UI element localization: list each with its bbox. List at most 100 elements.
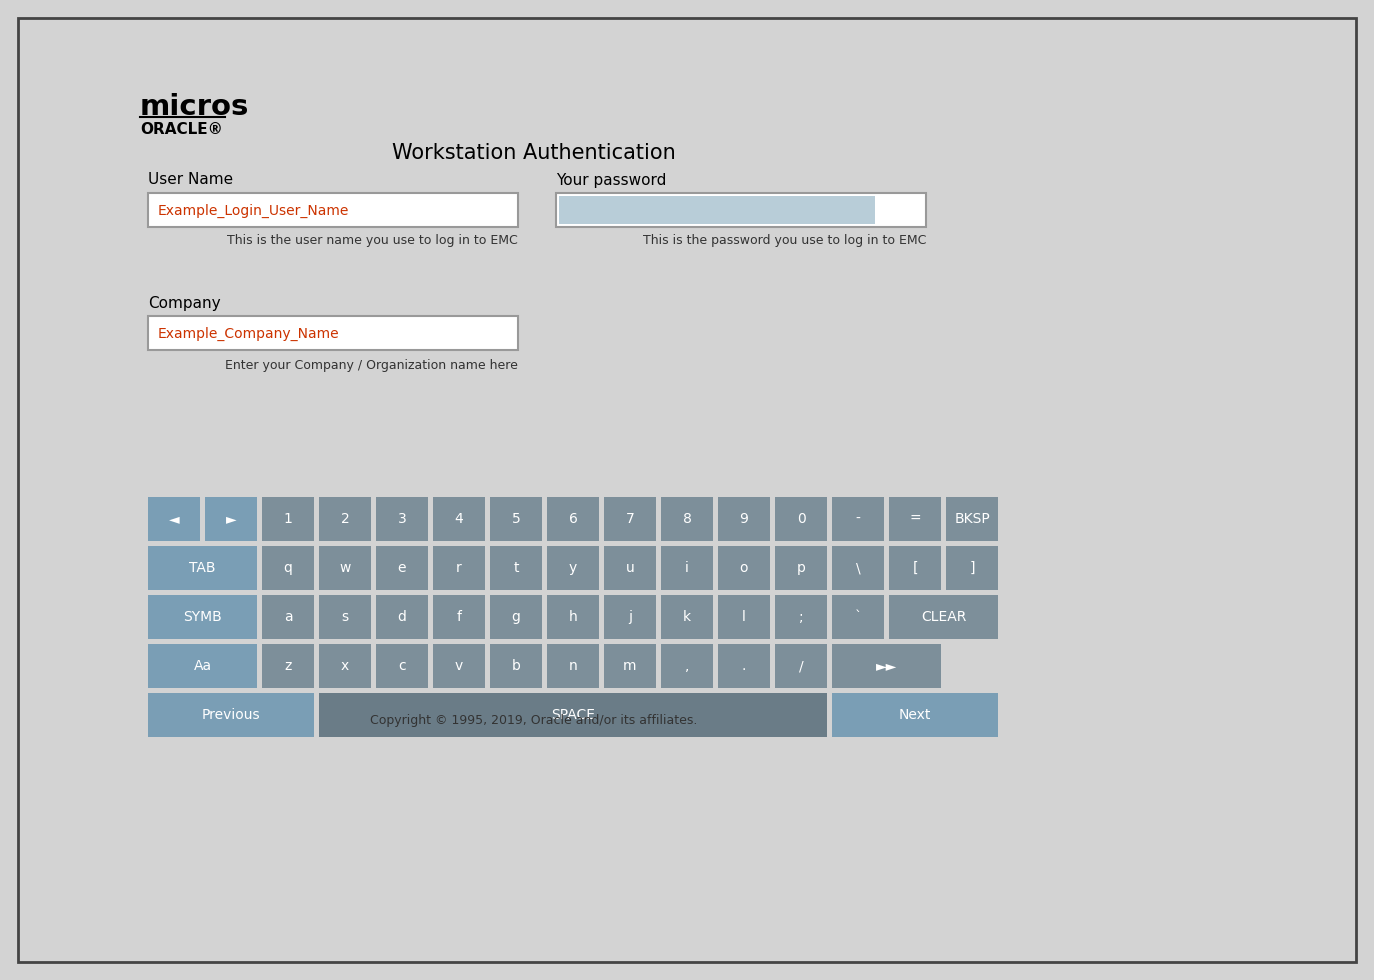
Bar — [889, 546, 941, 590]
Bar — [775, 595, 827, 639]
Text: s: s — [341, 610, 349, 624]
Bar — [775, 497, 827, 541]
Text: 4: 4 — [455, 512, 463, 526]
Text: 0: 0 — [797, 512, 805, 526]
Text: Your password: Your password — [556, 172, 666, 187]
Bar — [605, 497, 655, 541]
Bar — [775, 644, 827, 688]
Bar — [719, 644, 769, 688]
Text: o: o — [739, 561, 749, 575]
Bar — [491, 644, 541, 688]
Bar — [148, 193, 518, 227]
Bar — [433, 497, 485, 541]
Bar — [376, 644, 427, 688]
Bar — [661, 497, 713, 541]
Bar — [376, 497, 427, 541]
Text: f: f — [456, 610, 462, 624]
Bar — [889, 595, 998, 639]
Text: ►: ► — [225, 512, 236, 526]
Bar — [947, 546, 998, 590]
Text: p: p — [797, 561, 805, 575]
Bar — [148, 546, 257, 590]
Bar — [547, 497, 599, 541]
Text: 7: 7 — [625, 512, 635, 526]
Text: 9: 9 — [739, 512, 749, 526]
Text: Workstation Authentication: Workstation Authentication — [392, 143, 676, 163]
Text: j: j — [628, 610, 632, 624]
Bar — [491, 546, 541, 590]
Bar — [833, 546, 883, 590]
Text: Copyright © 1995, 2019, Oracle and/or its affiliates.: Copyright © 1995, 2019, Oracle and/or it… — [371, 713, 698, 726]
Text: h: h — [569, 610, 577, 624]
Text: k: k — [683, 610, 691, 624]
Text: Enter your Company / Organization name here: Enter your Company / Organization name h… — [225, 359, 518, 371]
Bar — [148, 693, 315, 737]
Bar — [605, 644, 655, 688]
Text: e: e — [397, 561, 407, 575]
Text: 6: 6 — [569, 512, 577, 526]
Text: i: i — [686, 561, 688, 575]
Text: .: . — [742, 659, 746, 673]
Bar — [376, 595, 427, 639]
Bar — [889, 497, 941, 541]
Bar — [661, 546, 713, 590]
Bar — [319, 595, 371, 639]
Text: Example_Company_Name: Example_Company_Name — [158, 327, 339, 341]
Text: g: g — [511, 610, 521, 624]
Bar — [547, 546, 599, 590]
Bar — [661, 595, 713, 639]
Text: Company: Company — [148, 296, 221, 311]
Text: w: w — [339, 561, 350, 575]
Bar — [433, 644, 485, 688]
Text: c: c — [398, 659, 405, 673]
Bar — [319, 546, 371, 590]
Bar — [319, 693, 827, 737]
Text: r: r — [456, 561, 462, 575]
Bar — [547, 595, 599, 639]
Bar — [148, 497, 201, 541]
Text: `: ` — [855, 610, 861, 624]
Text: l: l — [742, 610, 746, 624]
Bar — [319, 497, 371, 541]
Text: q: q — [283, 561, 293, 575]
Bar — [719, 595, 769, 639]
Text: ►►: ►► — [875, 659, 897, 673]
Text: a: a — [283, 610, 293, 624]
Text: Aa: Aa — [194, 659, 212, 673]
Bar — [433, 546, 485, 590]
Bar — [148, 644, 257, 688]
Text: 8: 8 — [683, 512, 691, 526]
Text: ,: , — [684, 659, 690, 673]
Text: y: y — [569, 561, 577, 575]
Text: 2: 2 — [341, 512, 349, 526]
Bar — [262, 497, 315, 541]
Text: =: = — [910, 512, 921, 526]
Text: m: m — [624, 659, 636, 673]
Text: SPACE: SPACE — [551, 708, 595, 722]
Bar — [661, 644, 713, 688]
Bar — [262, 595, 315, 639]
Text: z: z — [284, 659, 291, 673]
Text: ;: ; — [798, 610, 804, 624]
Text: 3: 3 — [397, 512, 407, 526]
Text: n: n — [569, 659, 577, 673]
Text: This is the user name you use to log in to EMC: This is the user name you use to log in … — [227, 233, 518, 247]
Text: d: d — [397, 610, 407, 624]
Text: This is the password you use to log in to EMC: This is the password you use to log in t… — [643, 233, 926, 247]
Bar — [947, 497, 998, 541]
Bar — [719, 546, 769, 590]
Bar — [148, 595, 257, 639]
Bar — [833, 595, 883, 639]
Text: Next: Next — [899, 708, 932, 722]
Bar — [719, 497, 769, 541]
Text: SYMB: SYMB — [183, 610, 221, 624]
Bar — [319, 644, 371, 688]
Bar — [376, 546, 427, 590]
Text: BKSP: BKSP — [954, 512, 989, 526]
Text: ]: ] — [969, 561, 974, 575]
Text: Previous: Previous — [202, 708, 260, 722]
Text: ◄: ◄ — [169, 512, 180, 526]
Text: TAB: TAB — [190, 561, 216, 575]
Text: ORACLE®: ORACLE® — [140, 122, 223, 137]
Text: t: t — [514, 561, 519, 575]
